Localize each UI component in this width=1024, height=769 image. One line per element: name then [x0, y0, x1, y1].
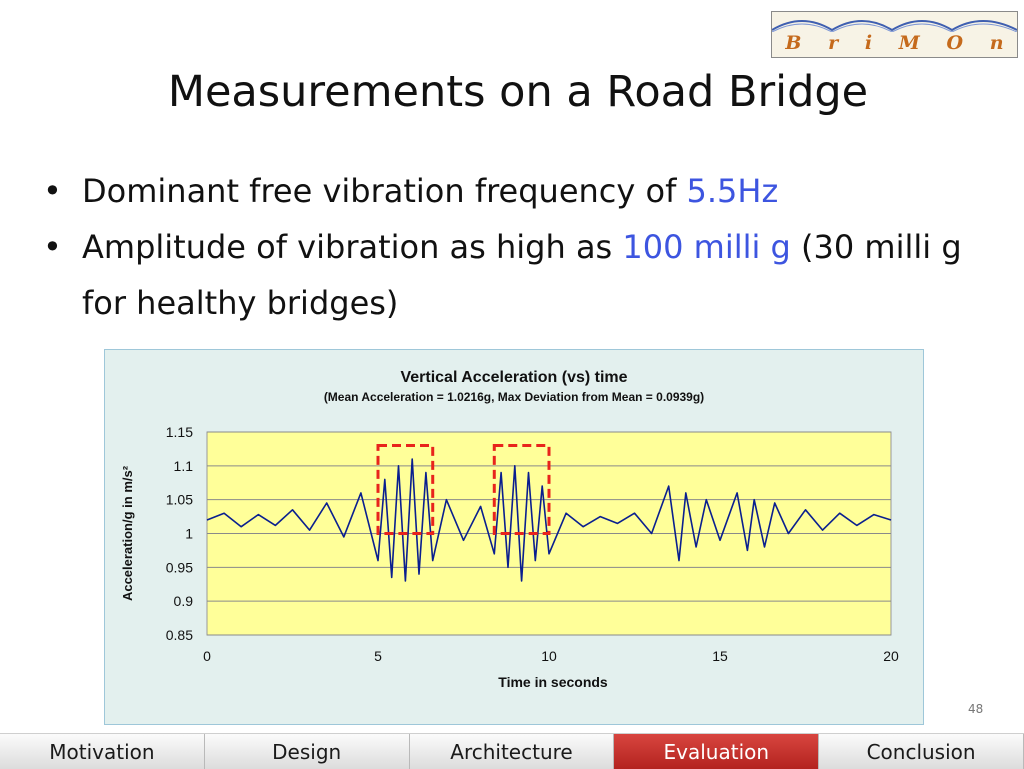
- nav-tab-design[interactable]: Design: [204, 734, 410, 769]
- x-tick-label: 20: [883, 648, 899, 664]
- bullet-list: • Dominant free vibration frequency of 5.…: [40, 163, 1000, 331]
- bullet-highlight-text: 5.5Hz: [686, 172, 779, 210]
- acceleration-chart: 0.85 0.9 0.95 1 1.05 1.1 1.15 0 5 10 15 20 Vertical …: [120, 369, 899, 690]
- y-tick-label: 0.85: [166, 627, 193, 643]
- x-tick-label: 0: [203, 648, 211, 664]
- logo-letter: n: [989, 32, 1004, 54]
- nav-tab-evaluation[interactable]: Evaluation: [614, 734, 820, 769]
- y-tick-label: 0.9: [174, 593, 194, 609]
- peak-highlight-box: [492, 444, 551, 535]
- bullet-item: • Dominant free vibration frequency of 5.…: [40, 163, 1000, 219]
- y-tick-label: 1.1: [174, 458, 194, 474]
- x-tick-label: 5: [374, 648, 382, 664]
- acceleration-series-line: [206, 458, 892, 582]
- x-tick-label: 10: [541, 648, 557, 664]
- bullet-dot-icon: •: [43, 228, 62, 266]
- logo-letter: B: [785, 32, 802, 54]
- slide-number: 48: [968, 702, 984, 716]
- chart-panel: 0.85 0.9 0.95 1 1.05 1.1 1.15 0 5 10 15 20 Vertical …: [104, 349, 924, 725]
- logo-letter: O: [946, 32, 964, 54]
- y-tick-label: 1.05: [166, 492, 193, 508]
- section-nav-bar: Motivation Design Architecture Evaluation Co…: [0, 733, 1024, 769]
- logo-letter: M: [898, 32, 920, 54]
- logo-letter: i: [864, 32, 873, 54]
- chart-title: Vertical Acceleration (vs) time: [400, 369, 627, 386]
- bullet-text: Dominant free vibration frequency of: [82, 172, 687, 210]
- nav-tab-conclusion[interactable]: Conclusion: [819, 734, 1024, 769]
- logo-arch-icon: [772, 20, 1017, 32]
- nav-tab-architecture[interactable]: Architecture: [409, 734, 615, 769]
- x-tick-label: 15: [712, 648, 728, 664]
- y-tick-label: 1.15: [166, 424, 193, 440]
- chart-subtitle: (Mean Acceleration = 1.0216g, Max Deviat…: [324, 390, 704, 404]
- nav-tab-motivation[interactable]: Motivation: [0, 734, 205, 769]
- bullet-item: • Amplitude of vibration as high as 100 m…: [40, 219, 1000, 331]
- x-axis-label: Time in seconds: [498, 674, 608, 690]
- bullet-text: Amplitude of vibration as high as: [82, 228, 623, 266]
- bullet-highlight-text: 100 milli g: [622, 228, 791, 266]
- y-axis-label: Acceleration/g in m/s²: [120, 465, 135, 601]
- slide-title: Measurements on a Road Bridge: [167, 67, 869, 117]
- y-tick-label: 0.95: [166, 559, 193, 575]
- logo-letter: r: [828, 32, 839, 54]
- bullet-text: (30 milli g for healthy bridges): [82, 228, 962, 322]
- peak-highlight-box: [376, 444, 435, 535]
- y-tick-label: 1: [185, 526, 193, 542]
- bullet-dot-icon: •: [43, 172, 62, 210]
